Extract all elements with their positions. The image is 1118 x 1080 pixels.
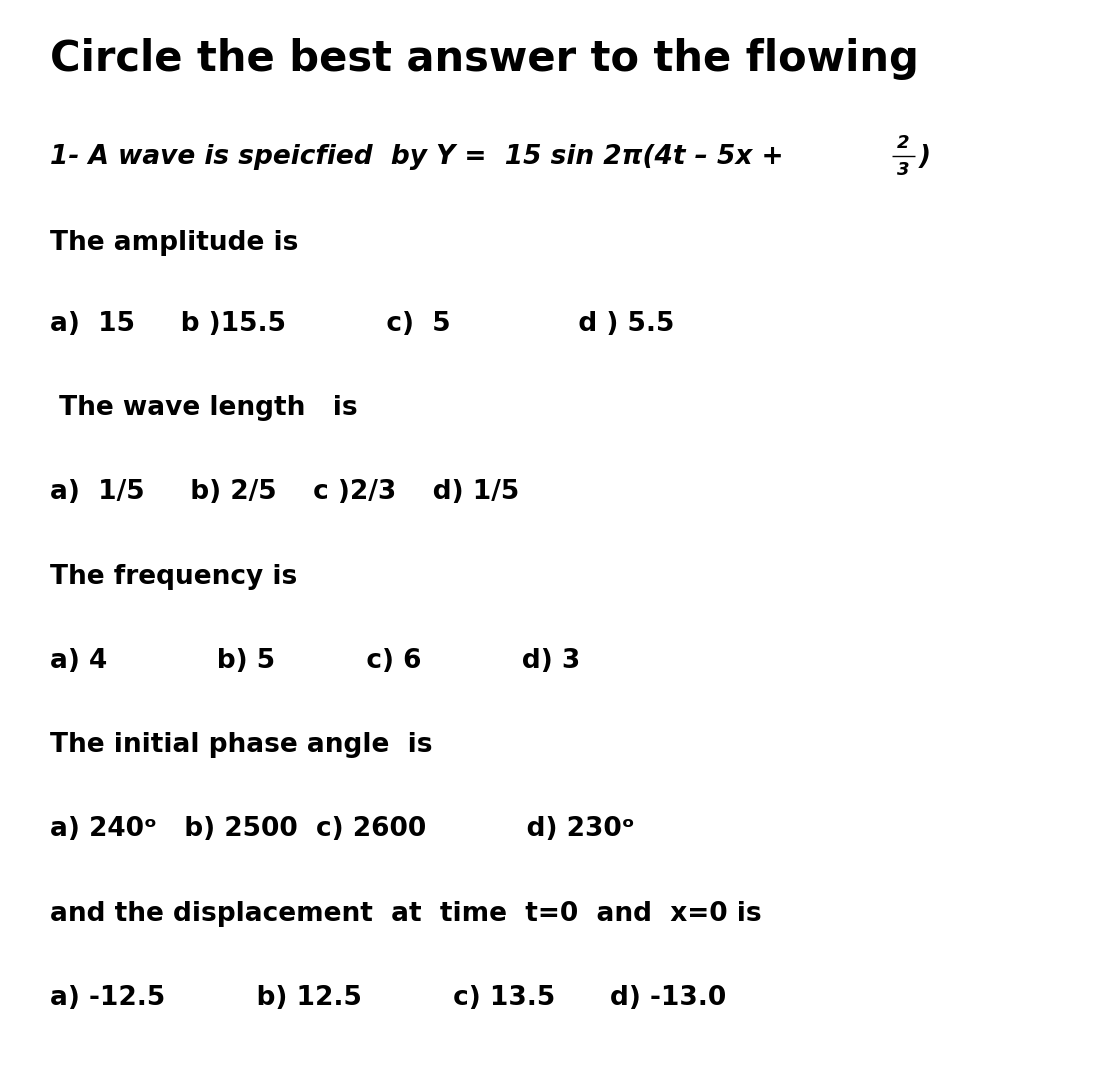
Text: 3: 3 [897, 161, 910, 178]
Text: and the displacement  at  time  t=0  and  x=0 is: and the displacement at time t=0 and x=0… [50, 901, 762, 927]
Text: 1- A wave is speicfied  by Y =  15 sin 2π(4t – 5x +: 1- A wave is speicfied by Y = 15 sin 2π(… [50, 144, 784, 170]
Text: 2: 2 [897, 134, 910, 151]
Text: The frequency is: The frequency is [50, 564, 297, 590]
Text: a)  1/5     b) 2/5    c )2/3    d) 1/5: a) 1/5 b) 2/5 c )2/3 d) 1/5 [50, 480, 520, 505]
Text: a) -12.5          b) 12.5          c) 13.5      d) -13.0: a) -12.5 b) 12.5 c) 13.5 d) -13.0 [50, 985, 727, 1011]
Text: a) 240ᵒ   b) 2500  c) 2600           d) 230ᵒ: a) 240ᵒ b) 2500 c) 2600 d) 230ᵒ [50, 816, 635, 842]
Text: a)  15     b )15.5           c)  5              d ) 5.5: a) 15 b )15.5 c) 5 d ) 5.5 [50, 311, 674, 337]
Text: ): ) [919, 144, 931, 170]
Text: The amplitude is: The amplitude is [50, 230, 299, 256]
Text: Circle the best answer to the flowing: Circle the best answer to the flowing [50, 39, 919, 80]
Text: The wave length   is: The wave length is [50, 395, 358, 421]
Text: The initial phase angle  is: The initial phase angle is [50, 732, 433, 758]
Text: a) 4            b) 5          c) 6           d) 3: a) 4 b) 5 c) 6 d) 3 [50, 648, 580, 674]
